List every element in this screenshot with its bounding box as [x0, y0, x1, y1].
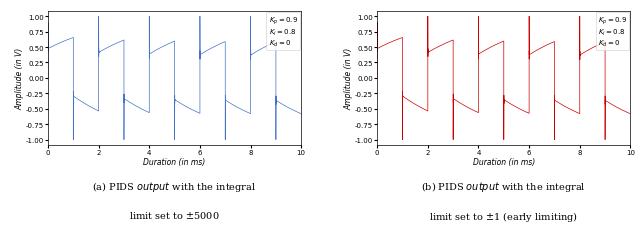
Text: (b) PIDS $\it{output}$ with the integral: (b) PIDS $\it{output}$ with the integral — [422, 179, 586, 193]
Text: limit set to $\pm$5000: limit set to $\pm$5000 — [129, 209, 220, 220]
X-axis label: Duration (in ms): Duration (in ms) — [473, 157, 535, 166]
Y-axis label: Amplitude (in V): Amplitude (in V) — [15, 48, 24, 109]
Y-axis label: Amplitude (in V): Amplitude (in V) — [344, 48, 353, 109]
Text: limit set to $\pm$1 (early limiting): limit set to $\pm$1 (early limiting) — [429, 209, 578, 223]
Legend: $K_p=0.9$, $K_i=0.8$, $K_d=0$: $K_p=0.9$, $K_i=0.8$, $K_d=0$ — [266, 13, 300, 51]
Text: (a) PIDS $\it{output}$ with the integral: (a) PIDS $\it{output}$ with the integral — [93, 179, 257, 193]
Legend: $K_p=0.9$, $K_i=0.8$, $K_d=0$: $K_p=0.9$, $K_i=0.8$, $K_d=0$ — [596, 13, 629, 51]
X-axis label: Duration (in ms): Duration (in ms) — [143, 157, 205, 166]
Text: (a) PIDS: (a) PIDS — [0, 230, 1, 231]
